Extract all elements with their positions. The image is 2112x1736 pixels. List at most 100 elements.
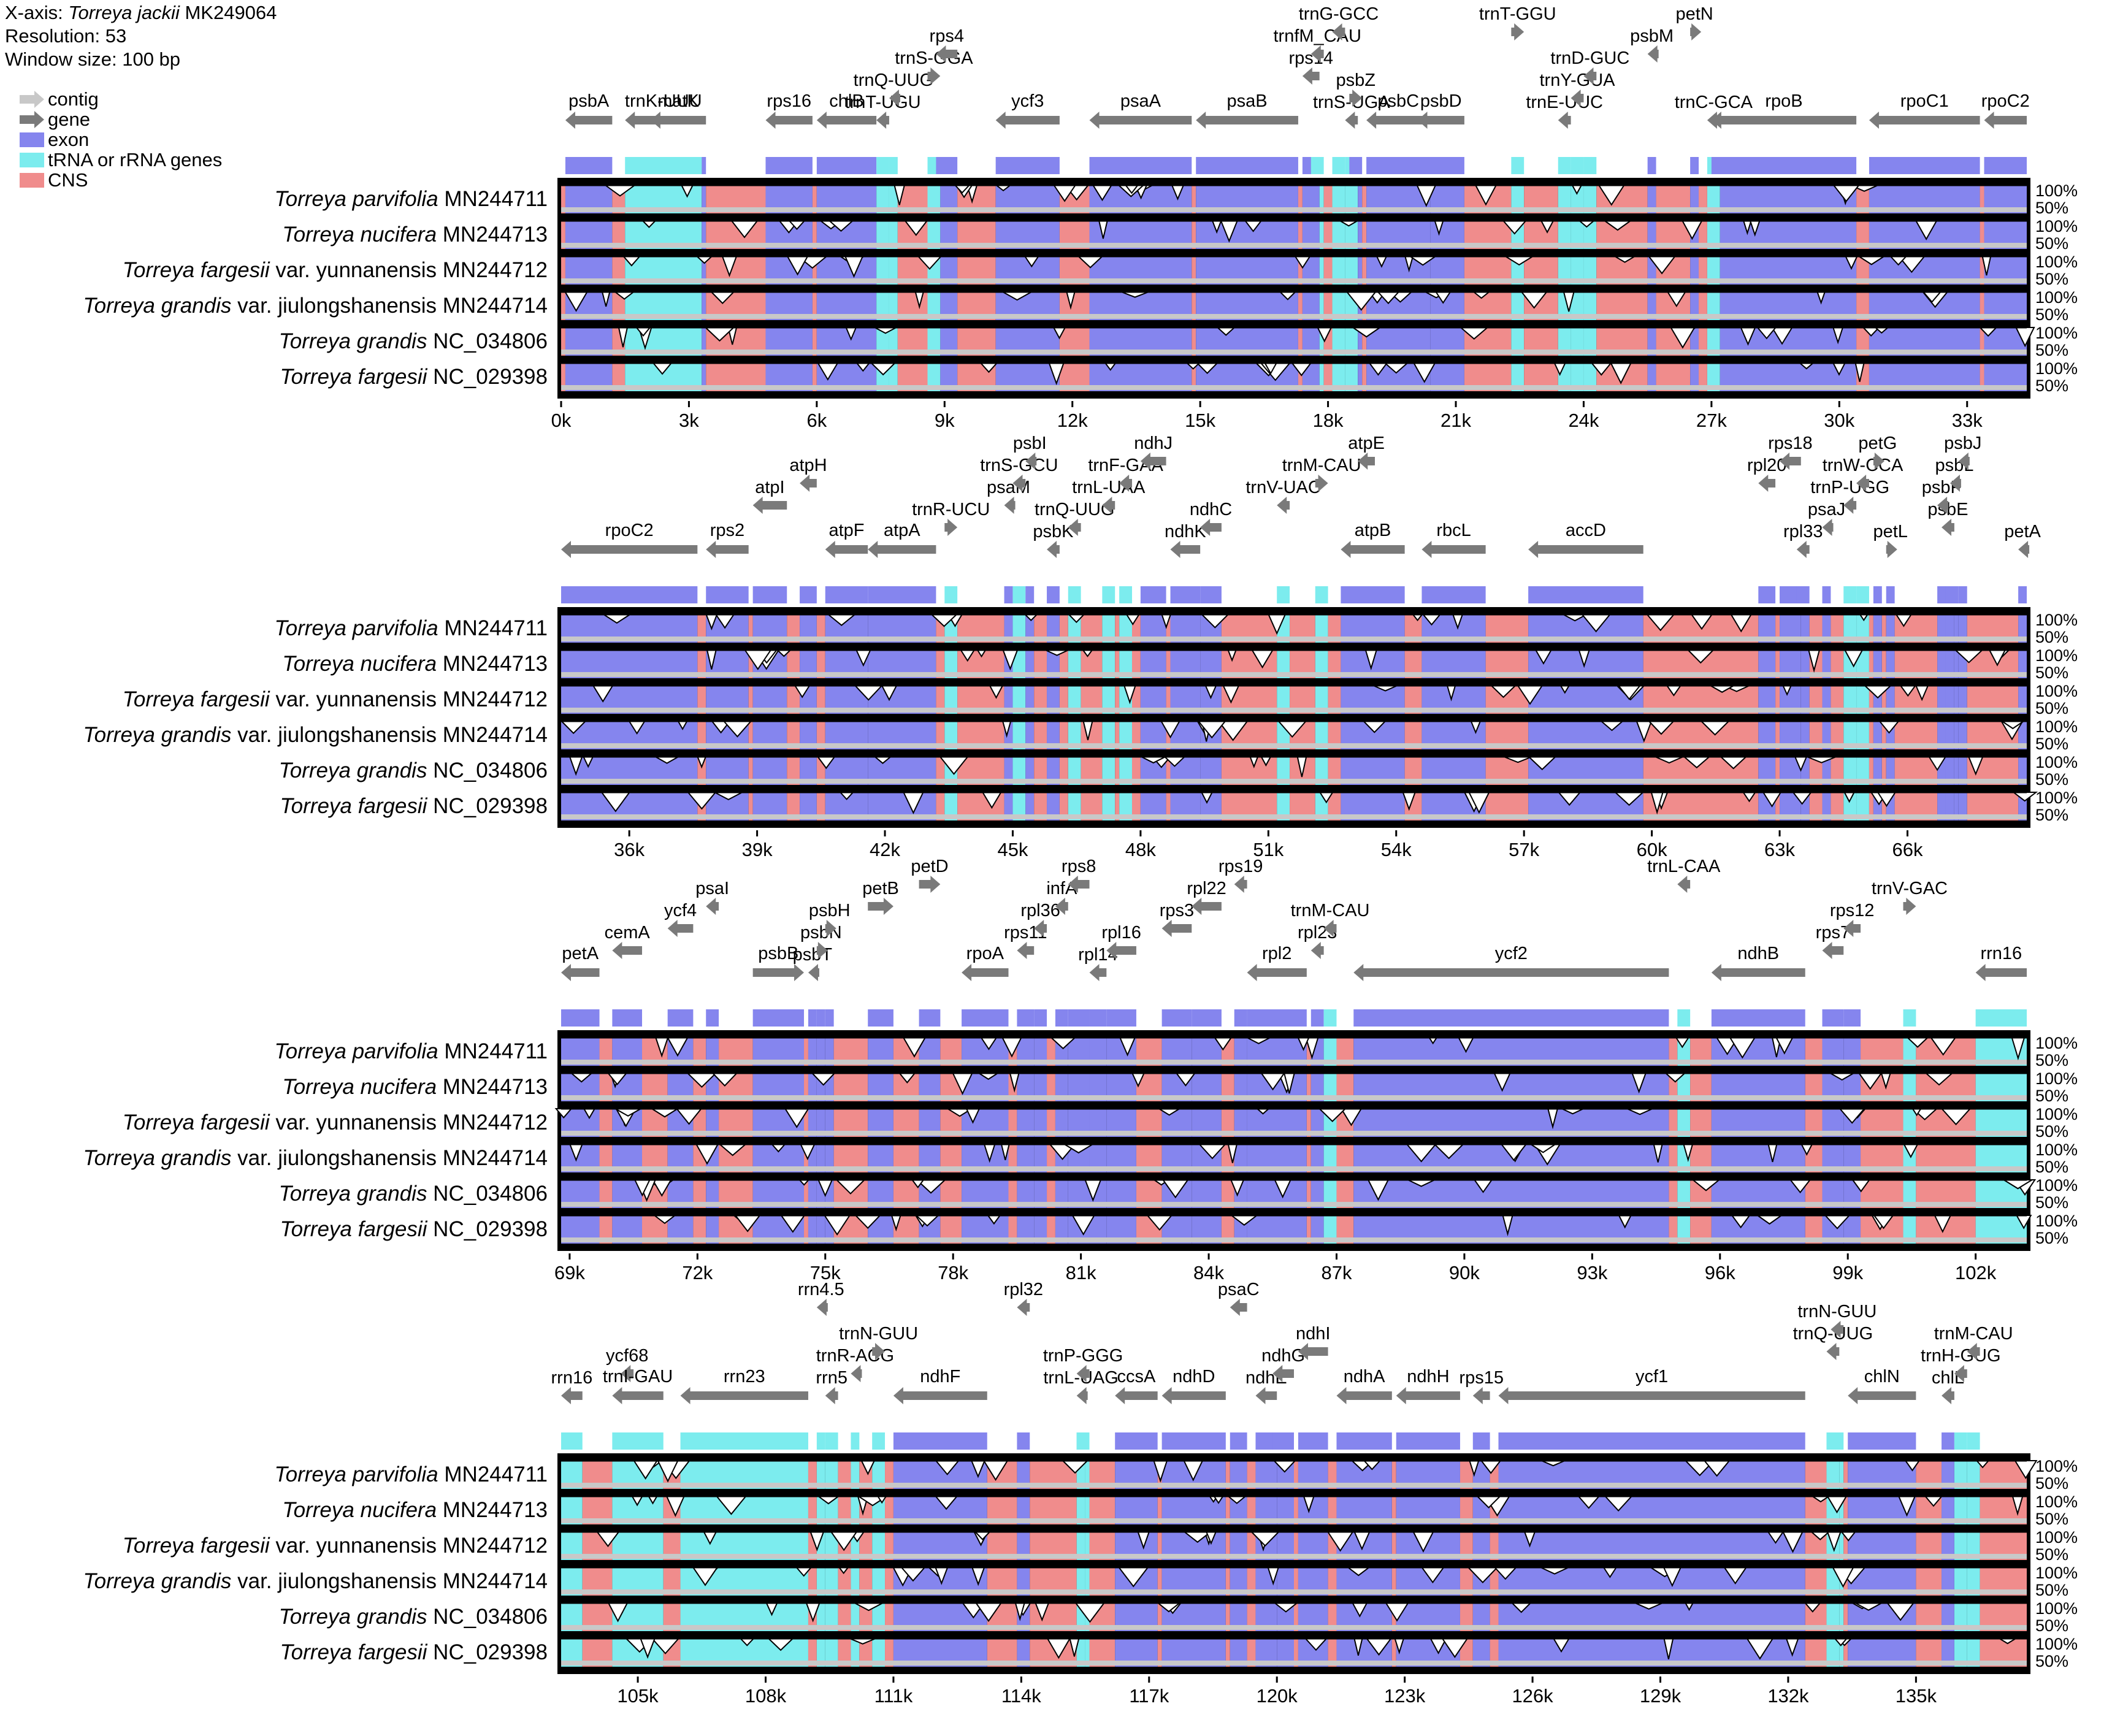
pct-50-label: 50% bbox=[2035, 628, 2068, 646]
conservation-block bbox=[1843, 1532, 1848, 1560]
conservation-block bbox=[1677, 1215, 1691, 1244]
conservation-block bbox=[876, 256, 889, 285]
conservation-block bbox=[1856, 614, 1869, 643]
gene-label: atpH bbox=[789, 456, 827, 475]
gene-arrow bbox=[1937, 497, 1949, 514]
pct-50-label: 50% bbox=[2035, 234, 2068, 253]
conservation-block bbox=[1068, 757, 1081, 785]
gene-label: rrn23 bbox=[724, 1367, 765, 1386]
pct-50-label: 50% bbox=[2035, 1510, 2068, 1528]
conservation-block bbox=[1332, 256, 1345, 285]
conservation-block bbox=[838, 1567, 851, 1596]
identity-track bbox=[561, 791, 2038, 820]
conservation-block bbox=[1068, 792, 1081, 820]
gene-label: psbH bbox=[809, 901, 851, 920]
conservation-block bbox=[1677, 1180, 1691, 1208]
feature-block bbox=[1843, 1009, 1861, 1027]
conservation-block bbox=[748, 650, 753, 678]
conservation-block bbox=[1647, 363, 1656, 391]
conservation-block bbox=[936, 792, 945, 820]
conservation-block bbox=[1571, 363, 1584, 391]
conservation-block bbox=[1166, 686, 1171, 714]
conservation-block bbox=[1677, 1109, 1691, 1137]
gene-label: trnV-UAC bbox=[1245, 478, 1320, 497]
conservation-block bbox=[1886, 686, 1895, 714]
feature-block bbox=[816, 1432, 825, 1450]
gene-label: psbB bbox=[758, 944, 798, 963]
conservation-block bbox=[1004, 757, 1013, 785]
conservation-block bbox=[1012, 721, 1026, 749]
conservation-block bbox=[1558, 221, 1571, 249]
gene-arrow bbox=[1310, 942, 1324, 959]
conservation-block bbox=[1822, 614, 1831, 643]
conservation-block bbox=[812, 292, 817, 320]
conservation-block bbox=[1047, 1073, 1055, 1101]
conservation-block bbox=[1017, 1461, 1030, 1489]
conservation-block bbox=[1328, 792, 1341, 820]
conservation-block bbox=[1669, 1180, 1678, 1208]
gene-arrow bbox=[1089, 964, 1107, 981]
gene-label: ndhI bbox=[1296, 1324, 1330, 1344]
gene-label: trnQ-UUG bbox=[1035, 500, 1115, 519]
legend-exon-swatch bbox=[20, 132, 44, 147]
gene-label: trnM-CAU bbox=[1934, 1324, 2013, 1344]
gene-arrow bbox=[1017, 1299, 1030, 1316]
identity-track bbox=[561, 1072, 2027, 1101]
feature-block bbox=[1140, 586, 1166, 603]
feature-block bbox=[1089, 1009, 1107, 1027]
conservation-block bbox=[2018, 757, 2027, 785]
conservation-block bbox=[1225, 1638, 1230, 1667]
conservation-block bbox=[1034, 1215, 1047, 1244]
feature-block bbox=[1012, 586, 1026, 603]
conservation-block bbox=[825, 1532, 838, 1560]
conservation-block bbox=[816, 650, 825, 678]
conservation-block bbox=[702, 185, 706, 213]
pct-100-label: 100% bbox=[2035, 1528, 2078, 1547]
gene-arrow bbox=[1780, 453, 1801, 470]
gene-label: rrn4.5 bbox=[798, 1280, 844, 1299]
conservation-block bbox=[1886, 757, 1895, 785]
gene-label: ndhD bbox=[1173, 1367, 1215, 1386]
feature-block bbox=[995, 157, 1060, 174]
conservation-block bbox=[1025, 686, 1035, 714]
gene-arrow bbox=[1115, 1387, 1158, 1404]
gene-label: trnT-UGU bbox=[845, 93, 921, 112]
conservation-block bbox=[889, 256, 898, 285]
feature-block bbox=[1336, 1432, 1392, 1450]
species-name: Torreya nucifera bbox=[282, 652, 437, 676]
conservation-block bbox=[1362, 363, 1367, 391]
conservation-block bbox=[1856, 221, 1869, 249]
gene-arrow bbox=[1298, 1343, 1328, 1360]
conservation-block bbox=[787, 614, 800, 643]
gene-label: chlN bbox=[1864, 1367, 1900, 1386]
feature-block bbox=[1417, 157, 1464, 174]
conservation-block bbox=[1942, 1461, 1954, 1489]
conservation-block bbox=[1166, 650, 1171, 678]
gene-arrow bbox=[1034, 920, 1047, 937]
conservation-block bbox=[1358, 221, 1363, 249]
conservation-block bbox=[885, 1461, 893, 1489]
gene-arrow bbox=[1843, 920, 1861, 937]
species-label: Torreya parvifolia MN244711 bbox=[274, 616, 548, 640]
identity-track bbox=[560, 720, 2027, 749]
species-name: Torreya fargesii bbox=[280, 1217, 428, 1241]
conservation-block bbox=[1881, 650, 1886, 678]
conservation-block bbox=[1826, 1603, 1840, 1631]
conservation-block bbox=[1008, 1180, 1017, 1208]
feature-block bbox=[1068, 586, 1081, 603]
feature-block bbox=[808, 1009, 817, 1027]
tracks-frame bbox=[557, 607, 2030, 828]
conservation-block bbox=[1192, 363, 1196, 391]
gene-arrow bbox=[1302, 67, 1320, 85]
conservation-block bbox=[1025, 721, 1035, 749]
conservation-block bbox=[1809, 686, 1823, 714]
conservation-block bbox=[876, 185, 889, 213]
species-label: Torreya fargesii var. yunnanensis MN2447… bbox=[123, 258, 548, 282]
gene-arrow bbox=[1234, 876, 1247, 893]
conservation-block bbox=[1192, 185, 1196, 213]
conservation-block bbox=[816, 686, 825, 714]
conservation-block bbox=[1362, 221, 1367, 249]
feature-block bbox=[1711, 157, 1857, 174]
conservation-block bbox=[1690, 327, 1699, 356]
